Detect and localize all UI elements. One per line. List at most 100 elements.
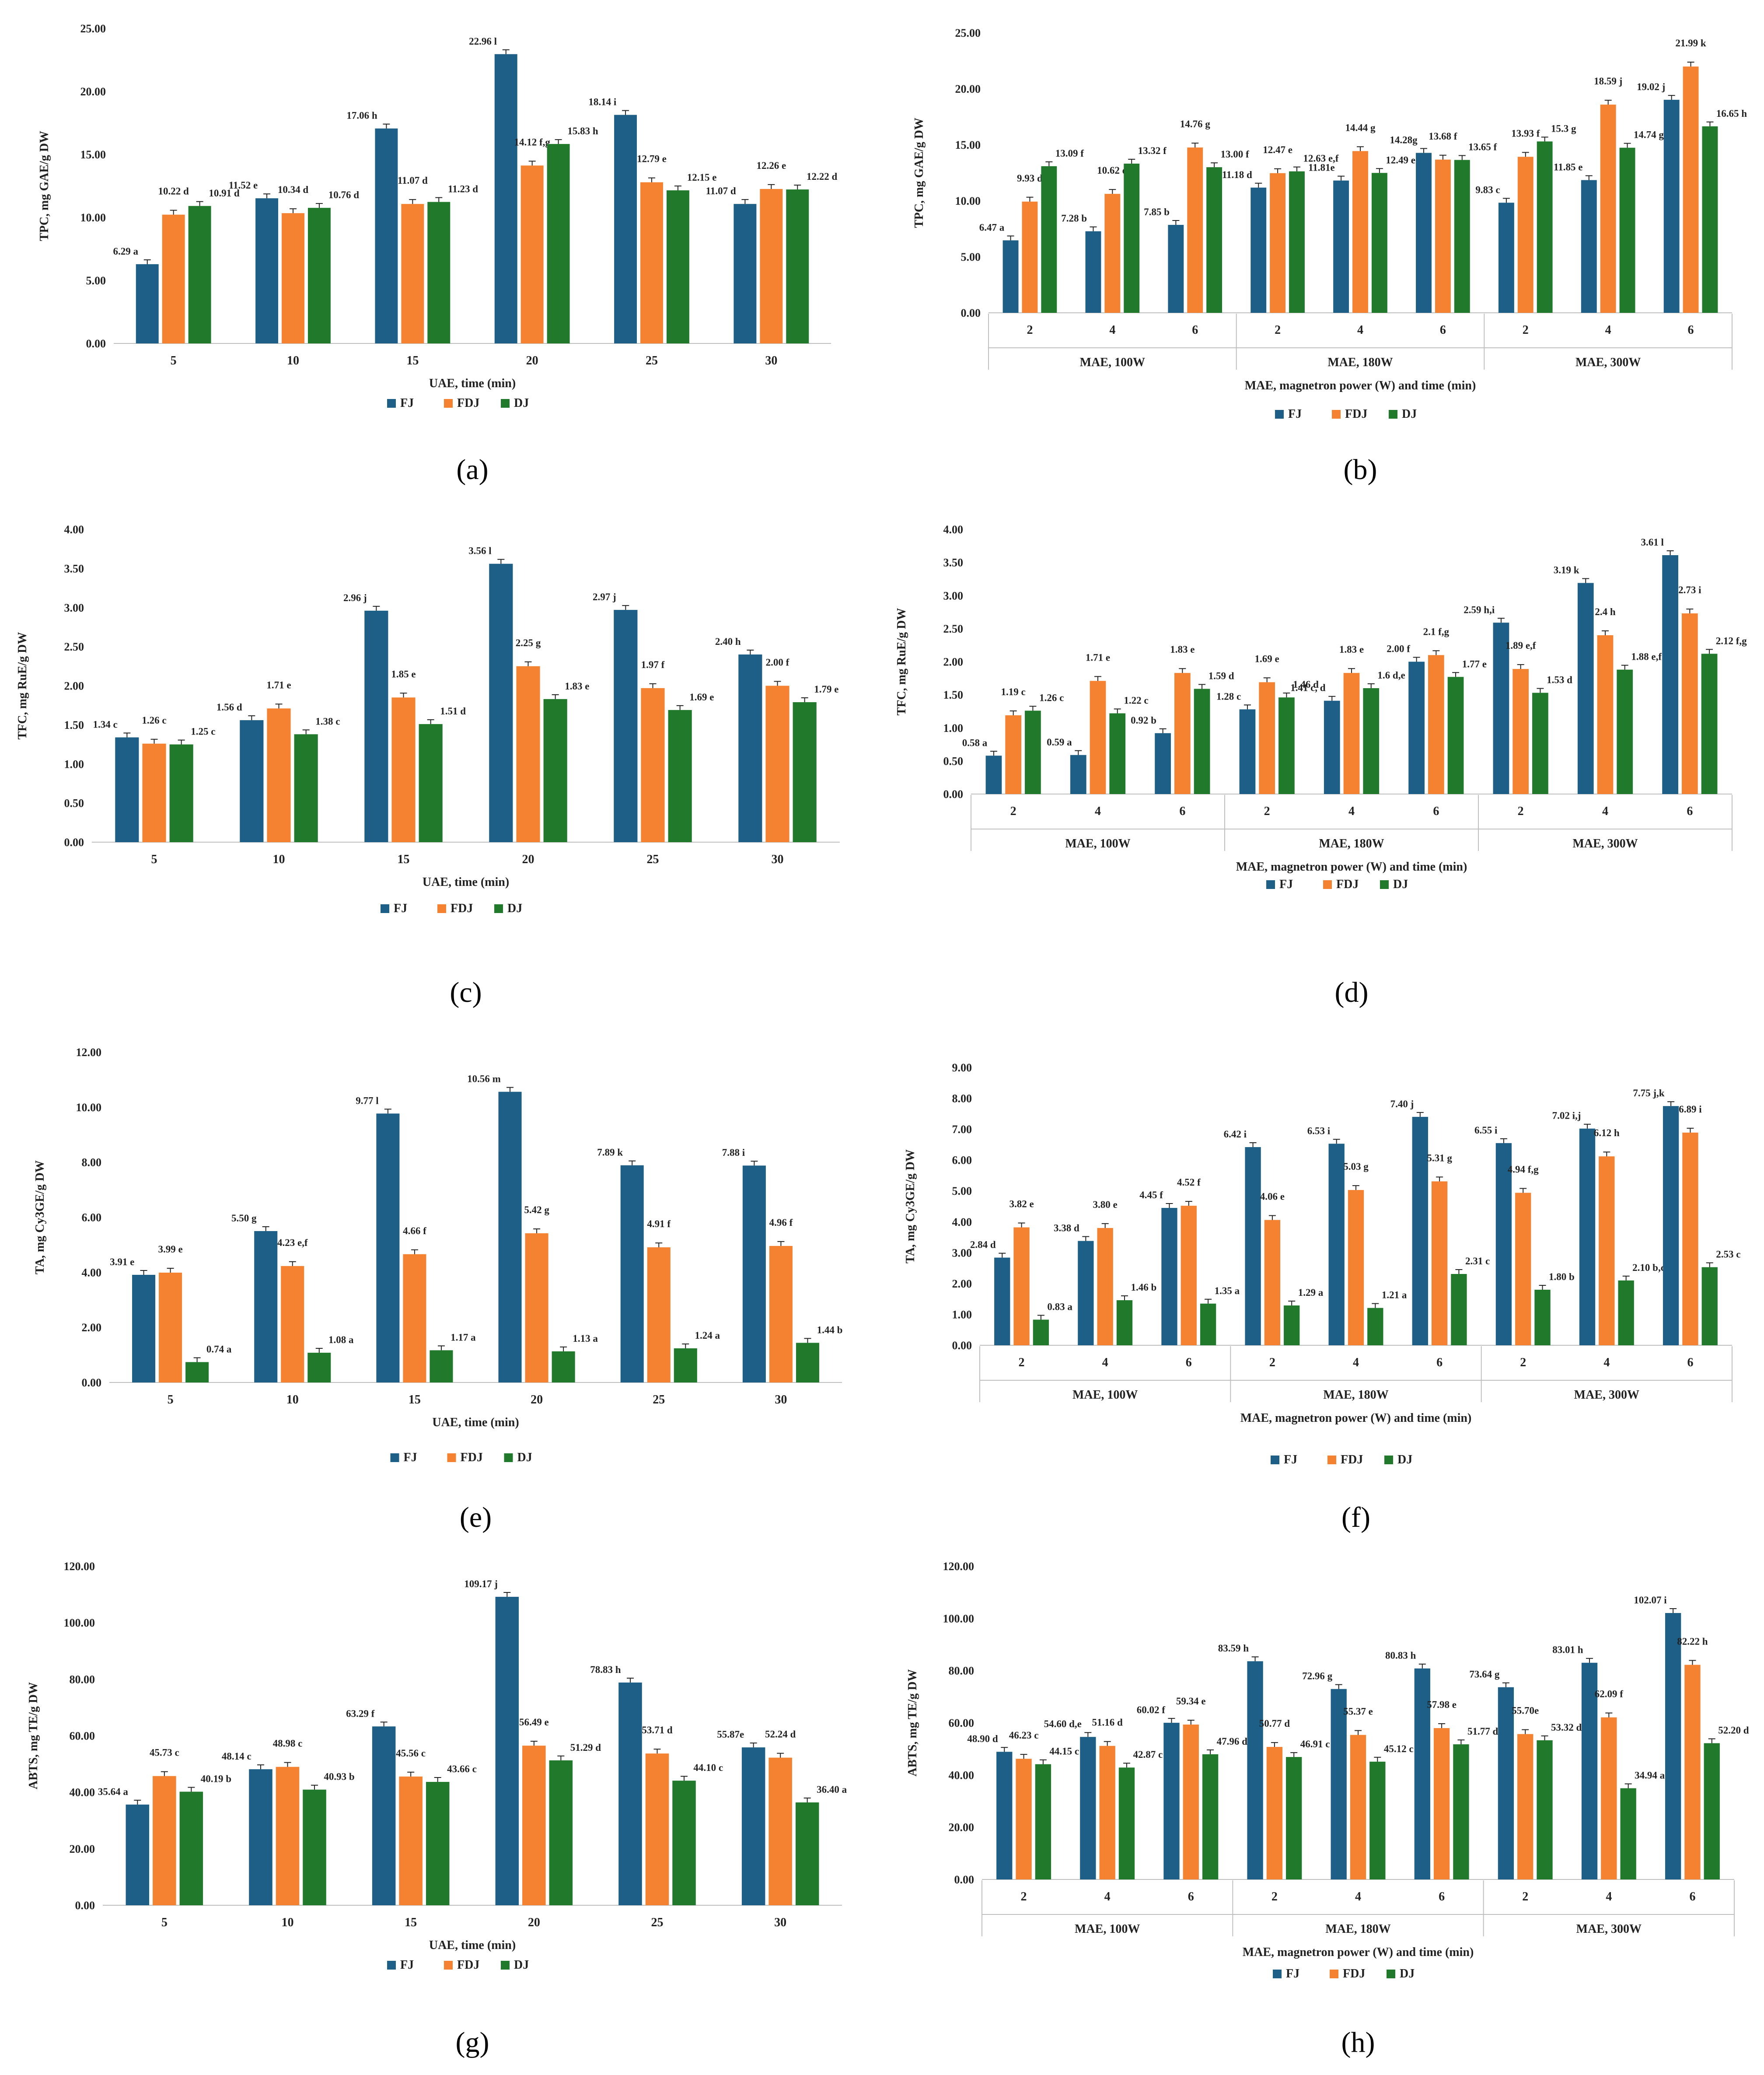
bar-dj bbox=[672, 1781, 696, 1905]
data-label: 3.91 e bbox=[110, 1256, 134, 1267]
data-label: 55.87e bbox=[717, 1729, 744, 1740]
bar-fdj bbox=[1270, 173, 1286, 313]
data-label: 12.15 e bbox=[687, 172, 717, 183]
data-label: 82.22 h bbox=[1677, 1636, 1708, 1647]
legend-swatch-fj bbox=[381, 904, 389, 913]
legend-swatch-fj bbox=[390, 1453, 399, 1462]
bar-fj bbox=[1662, 555, 1678, 794]
group-label: MAE, 100W bbox=[1075, 1922, 1140, 1936]
bar-dj bbox=[1534, 1290, 1551, 1345]
data-label: 1.26 c bbox=[142, 715, 166, 726]
data-label: 1.08 a bbox=[328, 1334, 354, 1345]
x-tick-label: 2 bbox=[1523, 323, 1529, 337]
legend-swatch-fj bbox=[387, 399, 396, 408]
data-label: 51.77 d bbox=[1467, 1726, 1499, 1737]
data-label: 0.58 a bbox=[962, 737, 988, 748]
data-label: 1.44 b bbox=[817, 1324, 843, 1335]
y-tick-label: 25.00 bbox=[80, 22, 106, 35]
data-label: 5.42 g bbox=[524, 1204, 549, 1215]
data-label: 7.28 b bbox=[1061, 213, 1087, 224]
legend-swatch-dj bbox=[1380, 880, 1389, 889]
x-tick-label: 25 bbox=[651, 1916, 664, 1929]
data-label: 34.94 a bbox=[1635, 1770, 1665, 1781]
x-tick-label: 6 bbox=[1688, 323, 1694, 337]
bar-fdj bbox=[1005, 715, 1022, 794]
x-axis-title: UAE, time (min) bbox=[423, 875, 509, 889]
data-label: 0.83 a bbox=[1047, 1301, 1072, 1312]
legend-swatch-fdj bbox=[447, 1453, 456, 1462]
x-tick-label: 4 bbox=[1355, 1890, 1361, 1904]
bar-fj bbox=[372, 1726, 396, 1905]
data-label: 57.98 e bbox=[1427, 1699, 1457, 1710]
legend-swatch-fj bbox=[387, 1961, 396, 1970]
bar-dj bbox=[427, 202, 451, 343]
data-label: 18.59 j bbox=[1594, 76, 1622, 87]
data-label: 14.74 g bbox=[1634, 129, 1664, 140]
bar-fdj bbox=[1022, 201, 1038, 313]
data-label: 5.03 g bbox=[1343, 1161, 1369, 1172]
chart-panel-a: 0.00 5.00 10.00 15.00 20.00 25.00 TPC, mg GAE/… bbox=[38, 22, 838, 486]
y-tick-label: 0.00 bbox=[86, 337, 106, 350]
bar-dj bbox=[1286, 1757, 1302, 1879]
bar-dj bbox=[294, 734, 318, 842]
bar-dj bbox=[1035, 1764, 1051, 1879]
bar-dj bbox=[1206, 167, 1223, 313]
bar-fj bbox=[618, 1682, 642, 1905]
data-label: 44.15 c bbox=[1049, 1746, 1079, 1757]
data-label: 2.00 f bbox=[766, 657, 789, 668]
panel-letter: (g) bbox=[456, 2026, 489, 2058]
x-tick-label: 15 bbox=[405, 1916, 417, 1929]
legend-swatch-fj bbox=[1273, 1970, 1282, 1978]
legend-label-fj: FJ bbox=[400, 396, 414, 410]
y-tick-label: 0.50 bbox=[64, 797, 84, 810]
bar-dj bbox=[1200, 1303, 1216, 1345]
y-tick-label: 1.00 bbox=[943, 722, 964, 735]
data-label: 1.6 d,e bbox=[1377, 670, 1405, 681]
data-label: 1.83 e bbox=[1339, 644, 1364, 655]
bar-dj bbox=[543, 699, 567, 842]
bar-dj bbox=[1537, 141, 1553, 313]
data-label: 1.71 e bbox=[266, 679, 291, 690]
y-tick-label: 0.00 bbox=[954, 1873, 975, 1886]
legend-label-dj: DJ bbox=[514, 396, 529, 410]
legend-label-fj: FJ bbox=[1279, 878, 1293, 891]
group-label: MAE, 180W bbox=[1323, 1388, 1388, 1402]
legend-label-fj: FJ bbox=[404, 1451, 417, 1464]
bar-fdj bbox=[282, 213, 304, 343]
bar-fj bbox=[1579, 1128, 1596, 1345]
legend-label-fj: FJ bbox=[1286, 1967, 1299, 1981]
bar-fdj bbox=[1435, 159, 1451, 313]
data-label: 40.19 b bbox=[201, 1773, 231, 1784]
x-tick-label: 30 bbox=[765, 354, 777, 367]
bar-fj bbox=[996, 1752, 1013, 1879]
bar-dj bbox=[552, 1351, 575, 1382]
y-tick-label: 4.00 bbox=[64, 523, 84, 536]
panel-letter: (h) bbox=[1341, 2026, 1375, 2058]
bar-fj bbox=[1085, 231, 1101, 313]
x-tick-label: 10 bbox=[273, 853, 285, 866]
data-label: 12.63 e,f bbox=[1303, 153, 1338, 164]
bar-dj bbox=[1202, 1754, 1219, 1879]
bar-dj bbox=[430, 1350, 453, 1382]
bar-fdj bbox=[1183, 1724, 1199, 1879]
bar-dj bbox=[188, 206, 211, 343]
data-label: 15.3 g bbox=[1551, 123, 1576, 134]
bar-fdj bbox=[1512, 669, 1529, 794]
x-tick-label: 6 bbox=[1687, 1356, 1693, 1369]
y-tick-label: 3.00 bbox=[943, 589, 964, 602]
bar-fdj bbox=[1517, 1734, 1533, 1879]
data-label: 5.50 g bbox=[231, 1213, 257, 1224]
x-tick-label: 6 bbox=[1179, 805, 1185, 818]
y-tick-label: 5.00 bbox=[952, 1185, 972, 1197]
data-label: 72.96 g bbox=[1302, 1671, 1333, 1682]
bar-dj bbox=[1451, 1274, 1467, 1345]
x-tick-label: 30 bbox=[775, 1393, 787, 1407]
data-label: 12.79 e bbox=[637, 154, 667, 164]
x-tick-label: 6 bbox=[1436, 1356, 1443, 1369]
data-label: 63.29 f bbox=[346, 1708, 375, 1719]
y-tick-label: 4.00 bbox=[943, 523, 964, 536]
bar-dj bbox=[1124, 164, 1140, 313]
data-label: 59.34 e bbox=[1176, 1696, 1206, 1707]
y-tick-label: 6.00 bbox=[952, 1154, 972, 1167]
bar-fj bbox=[1665, 1613, 1681, 1879]
